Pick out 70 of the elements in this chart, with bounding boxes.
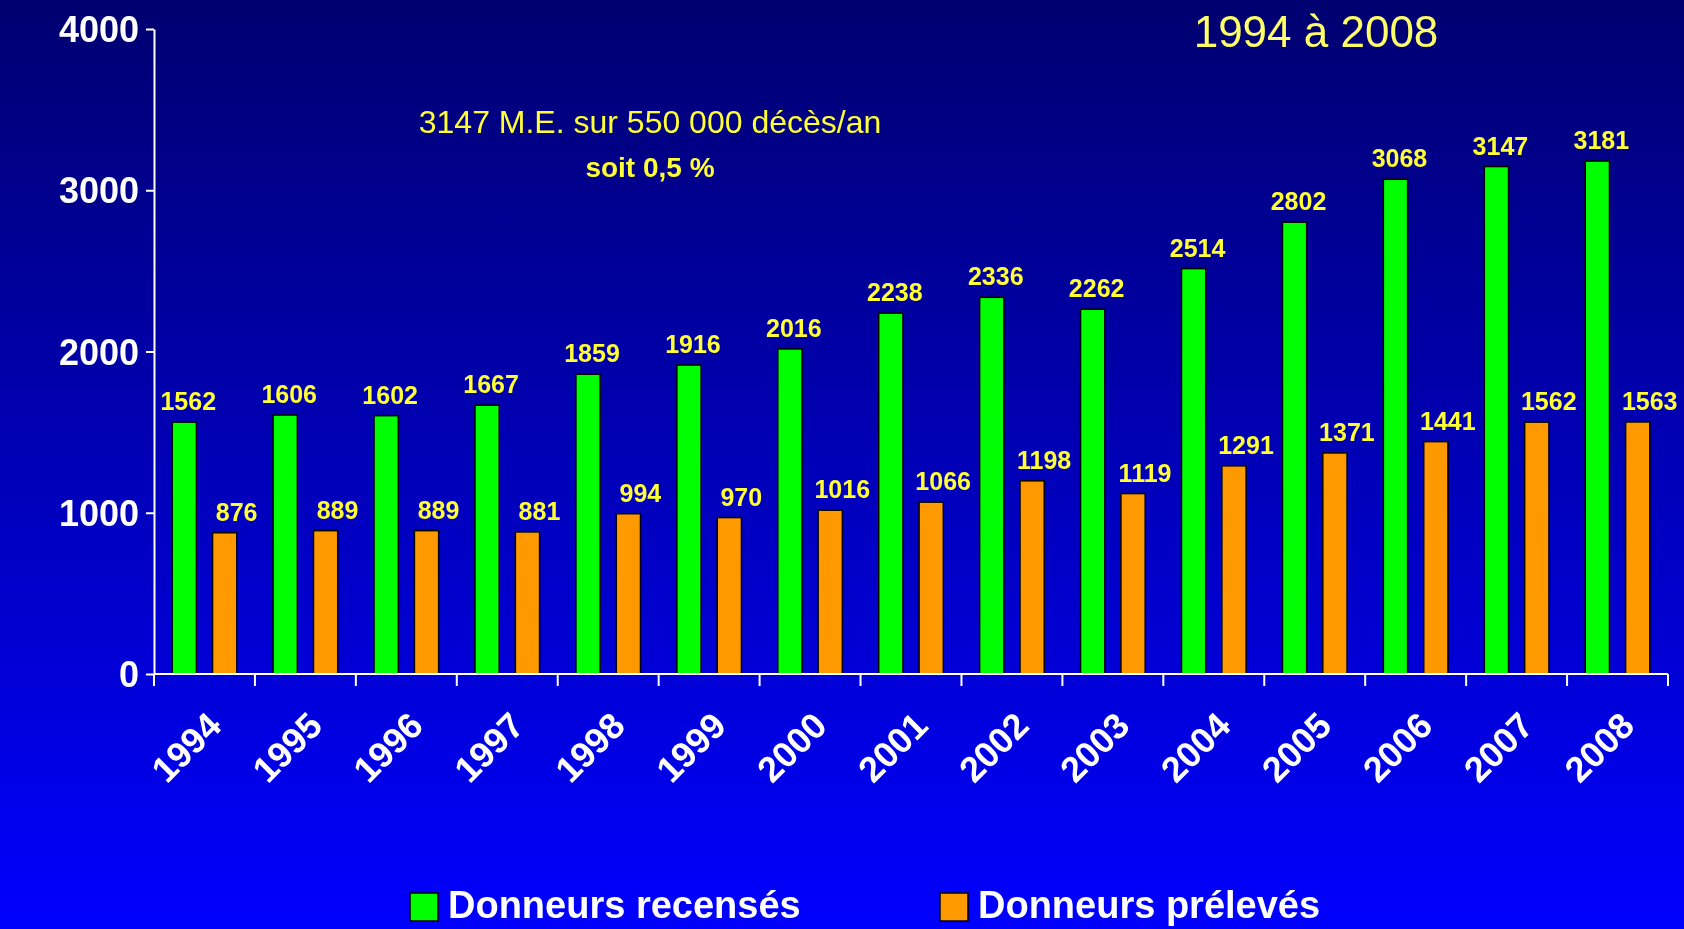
data-label: 1371 — [1319, 417, 1375, 446]
data-label: 2336 — [967, 262, 1024, 291]
data-label: 1563 — [1621, 386, 1678, 415]
data-label: 1441 — [1420, 406, 1476, 435]
data-label: 1562 — [1520, 387, 1577, 416]
data-label: 889 — [417, 495, 460, 524]
bar — [1281, 221, 1308, 675]
data-label: 2016 — [766, 313, 822, 342]
bar — [1584, 160, 1611, 675]
data-label: 994 — [619, 478, 662, 507]
data-label: 1562 — [160, 387, 217, 416]
data-label: 1119 — [1118, 458, 1172, 487]
bar — [716, 516, 743, 675]
y-tick-label: 1000 — [58, 492, 139, 534]
data-label: 2238 — [867, 278, 923, 307]
bar — [777, 348, 803, 675]
bar — [1422, 440, 1449, 675]
data-label: 889 — [316, 495, 359, 524]
bar — [312, 529, 339, 675]
data-label: 1667 — [463, 370, 519, 399]
data-label: 1602 — [362, 380, 418, 409]
data-label: 2802 — [1270, 187, 1327, 216]
legend-label: Donneurs recensés — [448, 884, 801, 926]
data-label: 1916 — [665, 330, 721, 359]
bar — [817, 509, 844, 675]
bar — [1523, 421, 1550, 675]
bar — [978, 296, 1005, 675]
bar — [171, 421, 198, 675]
bar — [413, 529, 440, 675]
bar — [676, 364, 702, 675]
bar — [1120, 492, 1146, 675]
data-label: 876 — [215, 497, 258, 526]
legend-label: Donneurs prélevés — [978, 884, 1321, 926]
chart-title: 1994 à 2008 — [1193, 7, 1439, 56]
data-label: 1016 — [814, 475, 871, 504]
data-label: 3147 — [1472, 131, 1529, 160]
bar — [575, 373, 601, 675]
bar — [272, 414, 299, 675]
bar — [1079, 308, 1106, 675]
y-tick-label: 4000 — [58, 9, 139, 51]
data-label: 1606 — [261, 380, 318, 409]
bar — [1624, 421, 1651, 675]
data-label: 2514 — [1169, 233, 1226, 262]
bar — [1221, 465, 1247, 675]
y-tick-label: 3000 — [58, 170, 139, 212]
bar — [1322, 452, 1348, 675]
bar — [1019, 480, 1045, 675]
bar — [615, 512, 642, 675]
bar — [877, 312, 904, 675]
data-label: 3068 — [1371, 144, 1428, 173]
bar — [211, 532, 238, 675]
data-label: 970 — [720, 482, 763, 511]
bar — [474, 404, 500, 675]
data-label: 881 — [518, 496, 561, 525]
bar — [1180, 267, 1207, 675]
bar — [1382, 178, 1409, 675]
data-label: 1066 — [915, 467, 971, 496]
annotation: 3147 M.E. sur 550 000 décès/an — [418, 104, 882, 140]
data-label: 3181 — [1573, 126, 1630, 155]
data-label: 1198 — [1016, 445, 1072, 474]
bar — [1483, 165, 1510, 675]
bar — [918, 501, 945, 675]
data-label: 2262 — [1068, 274, 1125, 303]
data-label: 1859 — [564, 339, 620, 368]
y-tick-label: 0 — [118, 654, 139, 696]
annotation: soit 0,5 % — [585, 152, 715, 183]
bar — [373, 414, 400, 675]
y-tick-label: 2000 — [58, 331, 139, 373]
data-label: 1291 — [1218, 430, 1274, 459]
bar — [514, 531, 541, 675]
